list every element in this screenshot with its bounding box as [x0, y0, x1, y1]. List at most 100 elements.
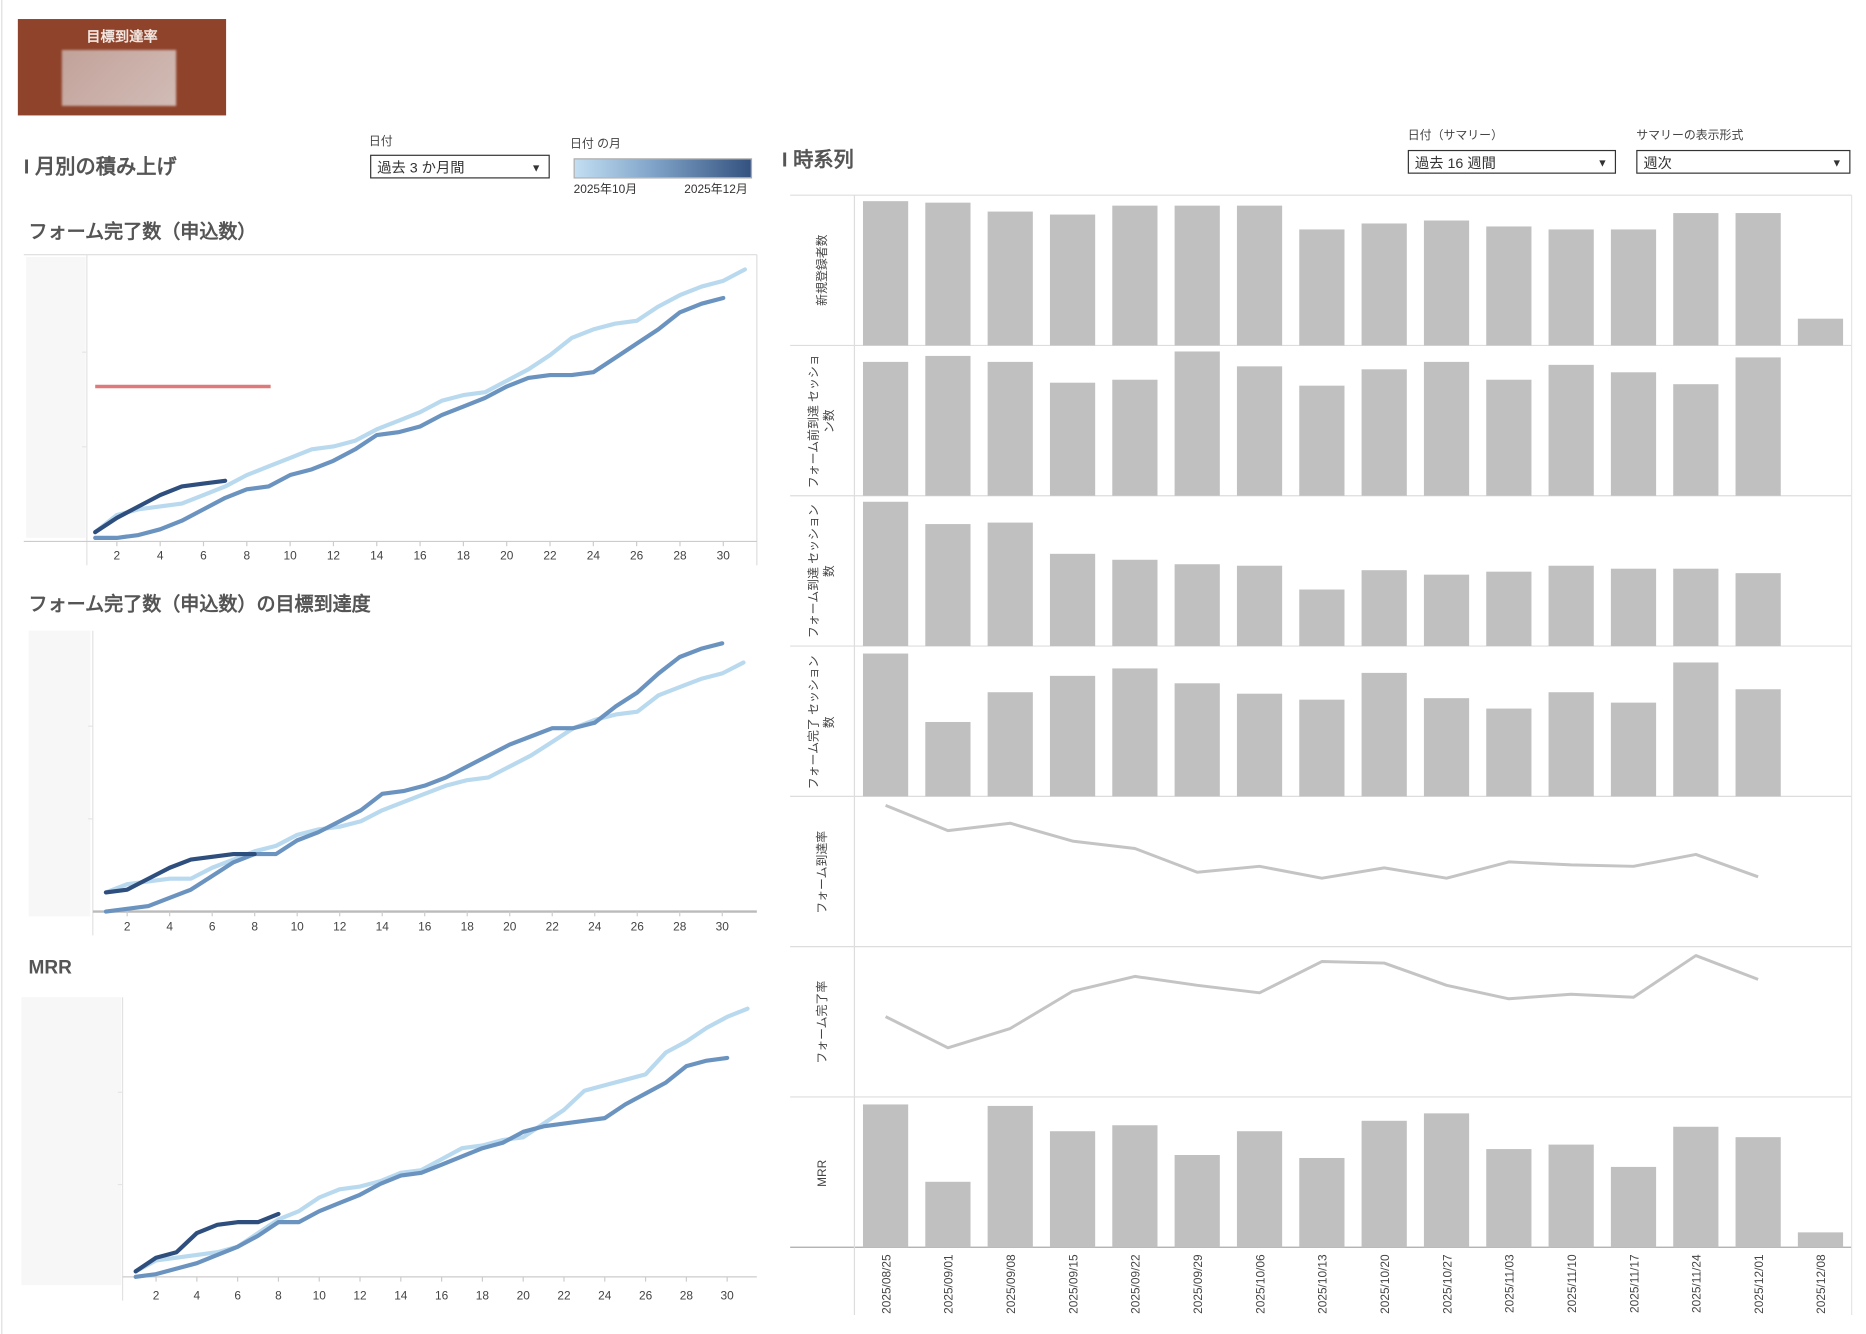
x-tick-label: 12 — [353, 1288, 367, 1302]
bar — [1423, 1113, 1470, 1248]
x-tick-label: 30 — [721, 1288, 735, 1302]
bar — [925, 202, 971, 346]
x-tick-label: 8 — [243, 548, 250, 562]
rate-line — [884, 954, 1759, 1050]
x-tick-label: 12 — [333, 920, 347, 934]
timeseries-panel-5 — [884, 954, 1759, 1050]
goal-rate-value-blurred — [61, 49, 177, 106]
x-tick-label: 16 — [418, 920, 432, 934]
series-line-oct — [133, 1006, 750, 1274]
bar — [862, 653, 909, 797]
bar — [1049, 1131, 1096, 1248]
x-tick-label: 22 — [543, 548, 557, 562]
bar — [1423, 361, 1470, 496]
date-axis-label: 2025/09/01 — [942, 1254, 956, 1314]
summary-date-filter-dropdown[interactable]: 過去 16 週間 ▼ — [1407, 149, 1617, 174]
x-tick-label: 6 — [234, 1288, 241, 1302]
bar — [1486, 571, 1532, 647]
bar — [1236, 693, 1283, 797]
bar — [1548, 364, 1594, 496]
bar — [1735, 1137, 1781, 1248]
x-tick-label: 30 — [716, 920, 730, 934]
bar — [862, 1104, 909, 1248]
bar — [1610, 372, 1657, 496]
x-tick-label: 2 — [114, 548, 121, 562]
x-tick-label: 4 — [157, 548, 164, 562]
chart-title-goal-progress: フォーム完了数（申込数）の目標到達度 — [28, 595, 371, 616]
x-tick-label: 26 — [630, 548, 644, 562]
bar — [1797, 318, 1844, 346]
date-axis-label: 2025/11/03 — [1503, 1254, 1517, 1313]
bar — [1049, 382, 1096, 496]
date-axis-label: 2025/12/01 — [1752, 1254, 1766, 1314]
bar — [1361, 1120, 1407, 1248]
chart-title-mrr: MRR — [28, 957, 72, 979]
timeseries-panel-2 — [862, 501, 1781, 647]
bar — [1361, 369, 1407, 496]
x-tick-label: 28 — [673, 548, 687, 562]
timeseries-panel-3 — [862, 653, 1781, 797]
month-legend-max: 2025年12月 — [684, 183, 748, 197]
bar — [1486, 1149, 1532, 1248]
goal-rate-card[interactable]: 目標到達率 — [17, 19, 227, 116]
series-line-oct — [103, 660, 746, 895]
series-line-oct — [93, 267, 748, 535]
date-axis-label: 2025/10/13 — [1316, 1254, 1330, 1314]
date-filter-dropdown[interactable]: 過去 3 か月間 ▼ — [370, 154, 550, 179]
bar — [1423, 574, 1470, 647]
summary-date-filter-value: 過去 16 週間 — [1414, 154, 1496, 172]
bar — [1548, 692, 1594, 797]
x-tick-label: 12 — [327, 548, 341, 562]
date-axis-label: 2025/10/20 — [1378, 1254, 1392, 1314]
date-axis-label: 2025/11/10 — [1565, 1254, 1579, 1313]
date-axis-label: 2025/09/29 — [1191, 1254, 1205, 1314]
dropdown-arrow-icon: ▼ — [1597, 157, 1608, 169]
bar — [1299, 589, 1345, 647]
bar — [1112, 379, 1158, 496]
date-axis-label: 2025/10/06 — [1253, 1254, 1267, 1314]
x-tick-label: 2 — [124, 920, 131, 934]
x-tick-label: 26 — [639, 1288, 653, 1302]
bar — [1673, 1126, 1719, 1248]
x-tick-label: 14 — [376, 920, 390, 934]
bar — [925, 355, 971, 496]
bar — [862, 361, 909, 496]
bar — [862, 501, 909, 647]
summary-format-filter-dropdown[interactable]: 週次 ▼ — [1636, 149, 1851, 174]
monthly-section-title: I 月別の積み上げ — [23, 155, 177, 179]
bar — [987, 522, 1033, 647]
series-line-nov — [133, 1055, 730, 1279]
series-line-dec — [103, 851, 257, 895]
bar — [1174, 564, 1220, 647]
x-tick-label: 28 — [680, 1288, 694, 1302]
month-legend-label: 日付 の月 — [570, 138, 621, 152]
x-tick-label: 8 — [275, 1288, 282, 1302]
timeseries-panel-0 — [862, 201, 1844, 346]
bar — [1735, 213, 1781, 346]
y-axis-blurred — [26, 257, 86, 538]
x-tick-label: 26 — [631, 920, 645, 934]
x-tick-label: 10 — [284, 548, 298, 562]
x-tick-label: 24 — [588, 920, 602, 934]
date-axis-label: 2025/09/08 — [1004, 1254, 1018, 1314]
timeseries-panel-4 — [885, 804, 1759, 880]
bar — [1735, 689, 1781, 797]
x-tick-label: 8 — [251, 920, 258, 934]
bar — [1610, 1166, 1657, 1248]
x-tick-label: 14 — [370, 548, 384, 562]
month-color-legend — [573, 158, 753, 179]
bar — [1548, 565, 1594, 647]
bar — [1236, 565, 1283, 647]
rate-line — [885, 804, 1759, 880]
series-line-dec — [93, 478, 228, 535]
x-tick-label: 10 — [313, 1288, 327, 1302]
bar — [1735, 357, 1781, 496]
x-tick-label: 16 — [435, 1288, 449, 1302]
bar — [1049, 553, 1096, 647]
bar — [1174, 683, 1220, 797]
series-line-dec — [133, 1211, 281, 1274]
goal-rate-title: 目標到達率 — [86, 28, 158, 46]
x-tick-label: 4 — [194, 1288, 201, 1302]
bar — [1423, 220, 1470, 346]
